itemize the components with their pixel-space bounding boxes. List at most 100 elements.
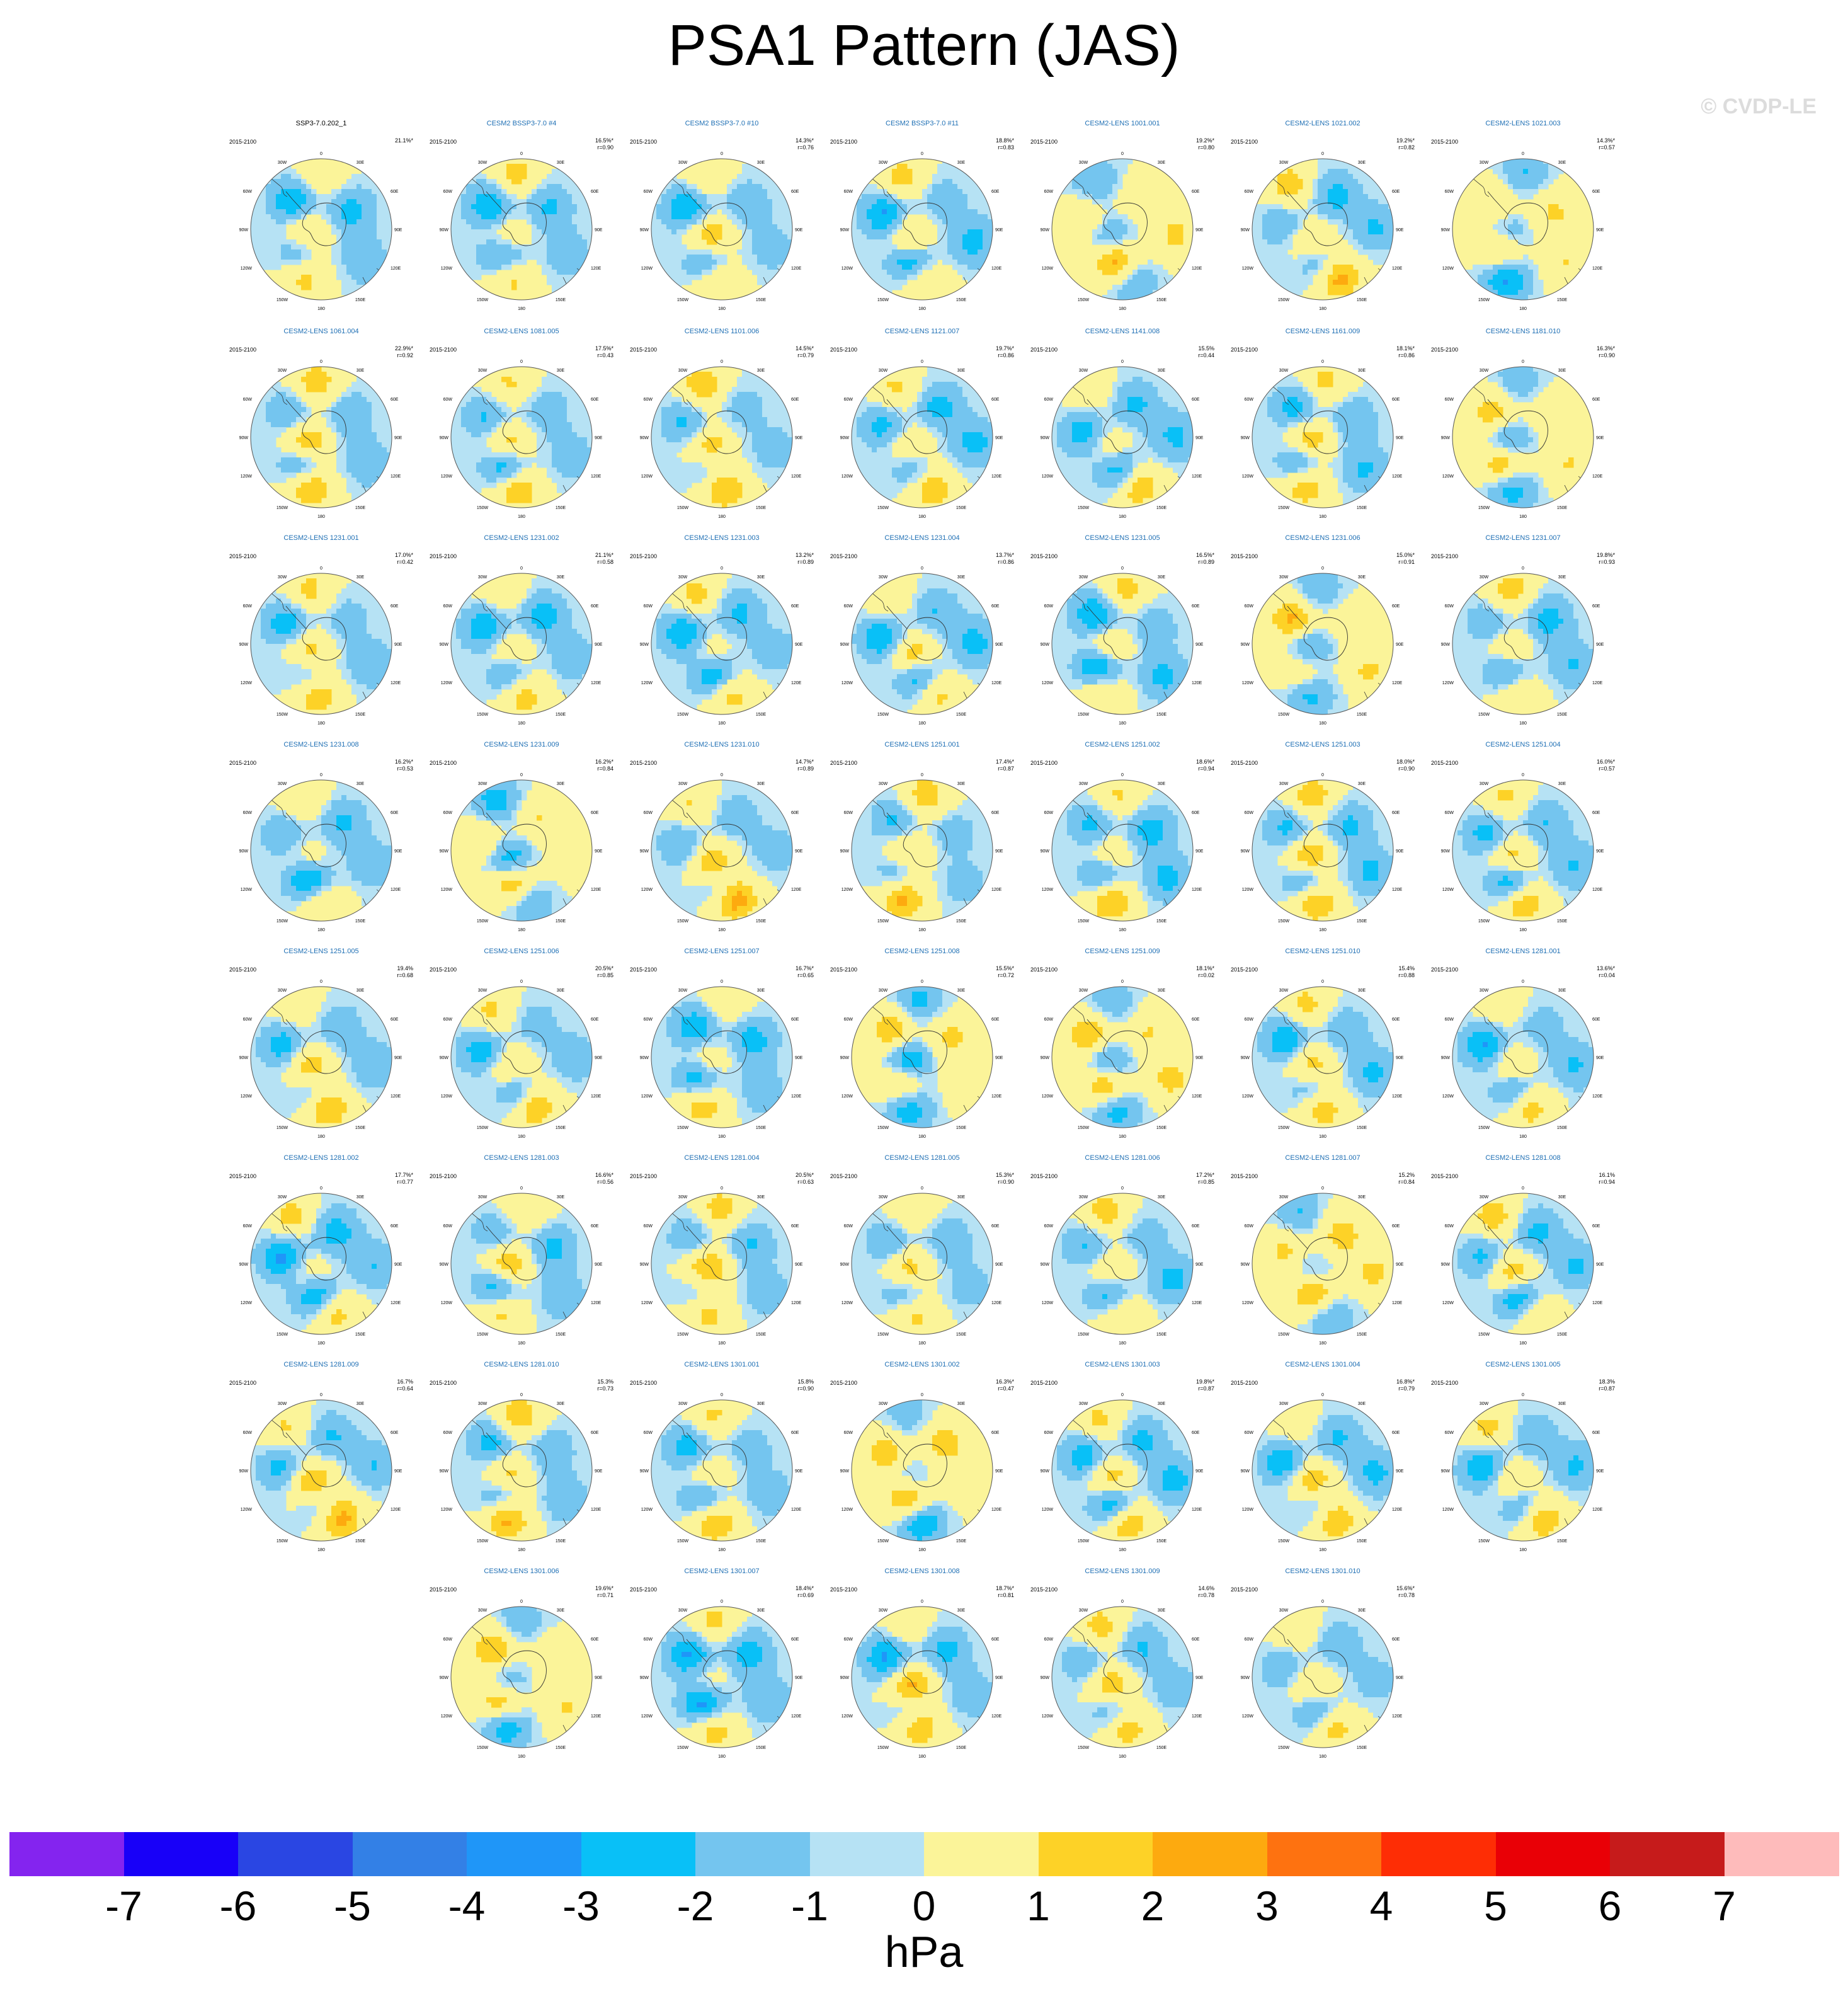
field-cell — [311, 437, 317, 443]
field-cell — [572, 209, 578, 215]
field-cell — [767, 255, 773, 260]
field-cell — [351, 437, 357, 443]
field-cell — [1178, 290, 1184, 295]
field-cell — [1272, 270, 1278, 275]
field-cell — [1518, 239, 1524, 245]
field-cell — [281, 457, 287, 463]
field-cell — [461, 387, 467, 392]
field-cell — [1323, 189, 1328, 195]
field-cell — [1378, 204, 1384, 210]
field-cell — [496, 219, 502, 225]
field-cell — [712, 442, 717, 448]
field-cell — [972, 229, 978, 235]
field-cell — [547, 184, 552, 190]
panel-variance-pct: 14.3%* — [1597, 137, 1615, 144]
field-cell — [471, 194, 477, 200]
field-cell — [251, 194, 256, 200]
field-cell — [782, 209, 788, 215]
field-cell — [1102, 194, 1108, 200]
field-cell — [351, 442, 357, 448]
field-cell — [1348, 285, 1354, 290]
field-cell — [476, 265, 482, 270]
field-cell — [557, 462, 562, 468]
field-cell — [782, 382, 788, 387]
field-cell — [516, 209, 522, 215]
field-cell — [972, 244, 978, 250]
field-cell — [552, 457, 557, 463]
field-cell — [1338, 209, 1343, 215]
field-cell — [1388, 214, 1393, 220]
panel-pattern-corr: r=0.43 — [595, 352, 613, 359]
field-cell — [1548, 159, 1554, 164]
field-cell — [377, 275, 382, 280]
field-cell — [947, 234, 953, 240]
field-cell — [301, 285, 307, 290]
field-cell — [676, 239, 682, 245]
lon-label-90e: 90E — [795, 228, 803, 232]
field-cell — [947, 174, 953, 180]
field-cell — [742, 427, 748, 433]
field-cell — [932, 199, 938, 205]
field-cell — [491, 452, 497, 458]
field-cell — [276, 478, 282, 483]
field-cell — [466, 214, 472, 220]
field-cell — [506, 407, 512, 413]
field-cell — [661, 239, 667, 245]
field-cell — [346, 442, 352, 448]
field-cell — [501, 244, 507, 250]
field-cell — [1378, 244, 1384, 250]
field-cell — [661, 179, 667, 185]
field-cell — [1323, 194, 1328, 200]
field-cell — [857, 204, 862, 210]
field-cell — [291, 189, 297, 195]
lon-label-90w: 90W — [239, 228, 249, 232]
antarctica-coastline — [1287, 191, 1348, 246]
field-cell — [702, 412, 707, 418]
field-cell — [661, 199, 667, 205]
field-cell — [336, 467, 342, 473]
field-cell — [752, 382, 758, 387]
field-cell — [1107, 189, 1113, 195]
field-cell — [676, 427, 682, 433]
field-cell — [572, 417, 578, 423]
field-cell — [702, 265, 707, 270]
field-cell — [582, 387, 588, 392]
field-cell — [266, 382, 271, 387]
field-cell — [567, 244, 573, 250]
field-cell — [957, 255, 963, 260]
field-cell — [532, 412, 537, 418]
field-cell — [702, 255, 707, 260]
field-cell — [341, 427, 347, 433]
field-cell — [772, 270, 778, 275]
field-cell — [367, 174, 372, 180]
field-cell — [1493, 285, 1498, 290]
field-cell — [367, 467, 372, 473]
field-cell — [382, 204, 387, 210]
field-cell — [1513, 295, 1519, 300]
field-cell — [301, 194, 307, 200]
field-cell — [542, 417, 547, 423]
field-cell — [542, 179, 547, 185]
field-cell — [567, 249, 573, 255]
field-cell — [937, 189, 943, 195]
field-cell — [387, 442, 392, 448]
lon-label-150e: 150E — [756, 298, 767, 302]
field-cell — [522, 244, 527, 250]
field-cell — [787, 280, 792, 285]
field-cell — [932, 219, 938, 225]
field-cell — [367, 402, 372, 408]
field-cell — [281, 224, 287, 230]
field-cell — [587, 372, 592, 377]
field-cell — [897, 164, 903, 169]
field-cell — [671, 229, 677, 235]
field-cell — [377, 432, 382, 438]
field-cell — [306, 442, 312, 448]
field-cell — [651, 224, 657, 230]
field-cell — [767, 164, 773, 169]
field-cell — [1543, 169, 1549, 175]
field-cell — [1132, 229, 1138, 235]
field-cell — [1282, 260, 1288, 265]
field-cell — [481, 483, 487, 488]
field-cell — [587, 427, 592, 433]
field-cell — [1338, 169, 1343, 175]
